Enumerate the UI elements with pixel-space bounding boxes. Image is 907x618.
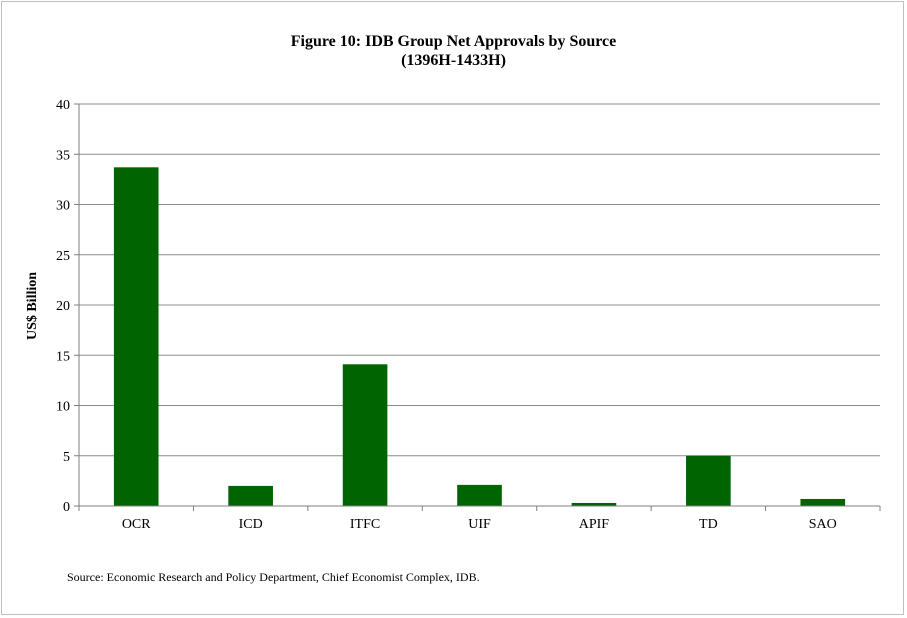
x-tick-label: ITFC xyxy=(350,517,380,532)
y-tick-label: 25 xyxy=(56,249,70,264)
bar-itfc xyxy=(342,364,388,506)
bar-icd xyxy=(228,485,273,506)
bar-td xyxy=(686,455,731,506)
y-tick-label: 20 xyxy=(56,299,70,314)
y-tick-label: 35 xyxy=(56,148,70,163)
y-tick-label: 10 xyxy=(56,400,70,415)
chart-title: Figure 10: IDB Group Net Approvals by So… xyxy=(290,33,617,50)
x-tick-label: ICD xyxy=(239,517,263,532)
x-tick-label: OCR xyxy=(122,517,151,532)
bars xyxy=(113,167,846,506)
y-tick-label: 40 xyxy=(56,98,70,113)
tick-labels: 0 5 10 15 20 25 30 35 40 OCR ICD ITFC UIF APIF TD SAO xyxy=(56,98,837,532)
y-tick-label: 30 xyxy=(56,199,70,214)
bar-sao xyxy=(800,498,846,506)
x-tick-label: SAO xyxy=(809,517,837,532)
y-tick-label: 15 xyxy=(56,349,70,364)
source-note: Source: Economic Research and Policy Dep… xyxy=(67,570,480,584)
x-tick-label: APIF xyxy=(579,517,610,532)
gridlines xyxy=(79,103,880,457)
y-tick-label: 0 xyxy=(63,500,70,515)
chart-subtitle: (1396H-1433H) xyxy=(401,52,506,69)
y-tick-label: 5 xyxy=(63,450,70,465)
x-tick-label: TD xyxy=(699,517,718,532)
axes xyxy=(74,103,881,511)
x-tick-label: UIF xyxy=(468,517,491,532)
bar-uif xyxy=(457,484,502,506)
bar-apif xyxy=(571,502,617,506)
y-axis-label: US$ Billion xyxy=(25,272,40,340)
bar-ocr xyxy=(113,167,159,506)
